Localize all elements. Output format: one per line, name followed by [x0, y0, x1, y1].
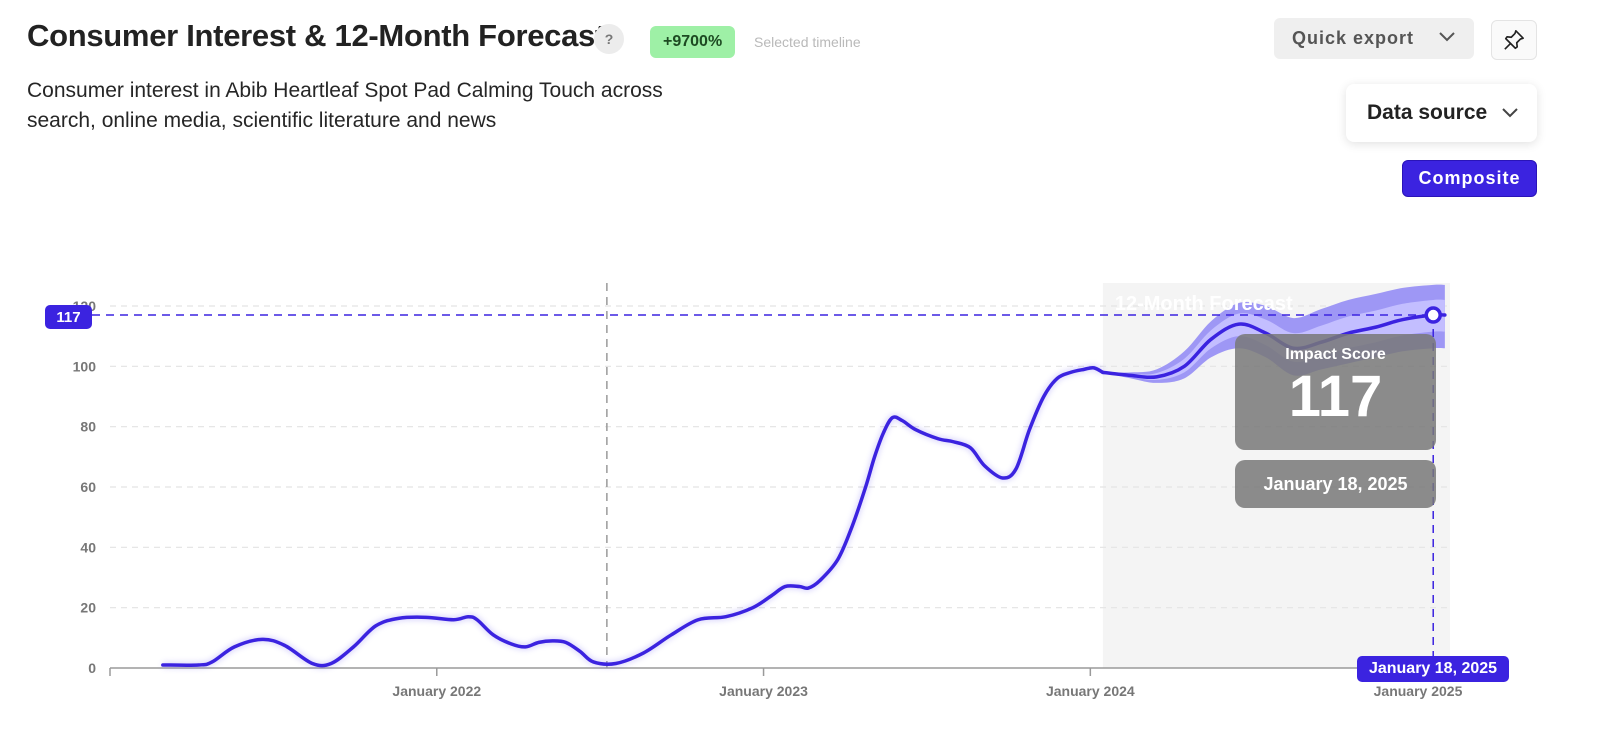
- chevron-down-icon: [1439, 32, 1455, 42]
- composite-button[interactable]: Composite: [1402, 160, 1537, 197]
- tooltip-value: 117: [1288, 364, 1383, 429]
- crosshair-y-label: 117: [45, 305, 92, 329]
- tooltip-card: Impact Score 117: [1235, 334, 1436, 450]
- pin-button[interactable]: [1491, 20, 1537, 60]
- y-tick-label: 80: [80, 419, 96, 435]
- page-title: Consumer Interest & 12-Month Forecast: [27, 18, 606, 53]
- chevron-down-icon: [1502, 108, 1518, 118]
- data-source-dropdown[interactable]: Data source: [1346, 84, 1537, 142]
- data-source-label: Data source: [1367, 101, 1488, 124]
- y-tick-label: 20: [80, 600, 96, 616]
- quick-export-label: Quick export: [1292, 28, 1415, 48]
- selected-timeline-caption: Selected timeline: [754, 34, 861, 50]
- x-tick-label: January 2023: [719, 683, 808, 699]
- question-icon: ?: [604, 31, 614, 47]
- line-shadow: [162, 364, 1105, 669]
- y-tick-label: 60: [80, 479, 96, 495]
- page-subtitle: Consumer interest in Abib Heartleaf Spot…: [27, 79, 663, 132]
- growth-badge: +9700%: [650, 26, 736, 58]
- tooltip-date: January 18, 2025: [1235, 460, 1436, 508]
- tooltip-label: Impact Score: [1285, 346, 1386, 363]
- y-tick-label: 100: [73, 358, 97, 374]
- quick-export-button[interactable]: Quick export: [1274, 18, 1474, 59]
- forecast-label: 12-Month Forecast: [1115, 293, 1293, 315]
- crosshair-x-label: January 18, 2025: [1357, 656, 1509, 682]
- x-tick-label: January 2025: [1374, 683, 1463, 699]
- x-tick-label: January 2022: [392, 683, 481, 699]
- y-tick-label: 40: [80, 539, 96, 555]
- x-tick-label: January 2024: [1046, 683, 1135, 699]
- pin-icon: [1504, 30, 1524, 50]
- y-tick-label: 0: [88, 660, 96, 676]
- help-button[interactable]: ?: [594, 24, 624, 54]
- highlight-point[interactable]: [1424, 306, 1442, 324]
- series-line-historical: [161, 365, 1105, 668]
